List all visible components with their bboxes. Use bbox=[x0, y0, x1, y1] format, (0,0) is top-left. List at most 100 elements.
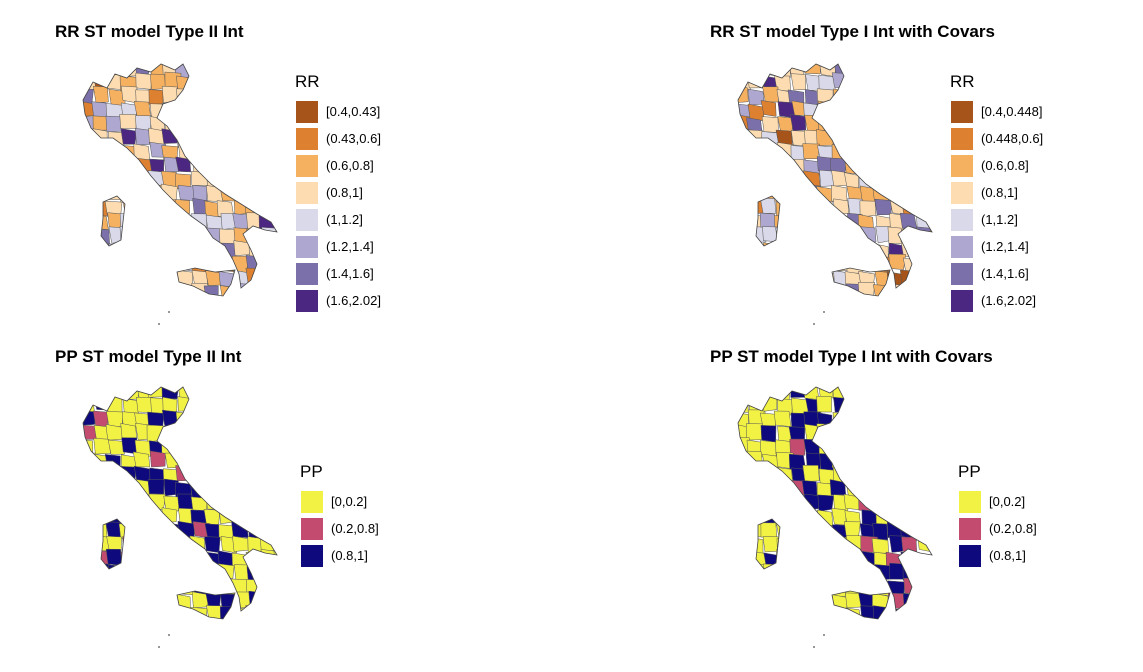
province-region bbox=[245, 551, 263, 568]
legend-title: RR bbox=[950, 72, 975, 91]
province-region bbox=[260, 437, 276, 453]
province-region bbox=[917, 145, 932, 162]
province-region bbox=[176, 439, 194, 457]
province-region bbox=[136, 271, 152, 288]
province-region bbox=[818, 387, 834, 399]
legend-swatch bbox=[295, 99, 319, 124]
province-region bbox=[134, 537, 151, 554]
province-region bbox=[787, 479, 805, 498]
legend-swatch bbox=[295, 288, 319, 313]
legend-item: (1.2,1.4] bbox=[950, 233, 1043, 260]
province-region bbox=[121, 284, 140, 296]
province-region bbox=[886, 131, 903, 149]
province-region bbox=[830, 425, 848, 442]
province-region bbox=[748, 255, 764, 273]
province-region bbox=[65, 256, 79, 273]
province-region bbox=[874, 481, 892, 498]
province-region bbox=[738, 270, 751, 288]
province-region bbox=[189, 74, 206, 92]
province-region bbox=[928, 580, 932, 596]
province-region bbox=[164, 213, 181, 230]
province-region bbox=[746, 72, 764, 89]
province-region bbox=[915, 256, 932, 274]
province-region bbox=[133, 607, 151, 619]
province-region bbox=[721, 200, 738, 216]
province-region bbox=[791, 240, 808, 258]
province-region bbox=[233, 240, 251, 256]
province-region bbox=[860, 155, 876, 173]
province-region bbox=[177, 184, 195, 201]
province-region bbox=[774, 493, 792, 509]
province-region bbox=[120, 622, 135, 637]
province-region bbox=[749, 480, 766, 499]
province-region bbox=[204, 158, 222, 176]
province-region bbox=[787, 577, 803, 595]
province-region bbox=[889, 465, 907, 483]
province-region bbox=[860, 144, 876, 162]
province-region bbox=[760, 522, 778, 538]
province-region bbox=[861, 412, 879, 430]
province-region bbox=[258, 604, 277, 619]
legend-item: [0.4,0.448] bbox=[950, 98, 1043, 125]
province-region bbox=[829, 479, 846, 496]
province-region bbox=[928, 521, 932, 538]
province-region bbox=[66, 160, 81, 176]
province-region bbox=[832, 622, 849, 639]
province-region bbox=[108, 622, 123, 639]
province-region bbox=[220, 298, 236, 314]
province-region bbox=[192, 396, 211, 413]
province-region bbox=[802, 566, 819, 583]
province-region bbox=[261, 510, 277, 527]
province-region bbox=[122, 536, 139, 552]
province-region bbox=[146, 424, 164, 443]
legend-item: (0.8,1] bbox=[300, 542, 379, 569]
province-region bbox=[261, 387, 277, 399]
province-region bbox=[903, 113, 920, 131]
province-region bbox=[204, 466, 221, 482]
province-region bbox=[83, 270, 95, 288]
province-region bbox=[900, 229, 917, 246]
province-region bbox=[132, 451, 151, 468]
province-region bbox=[65, 240, 82, 255]
province-region bbox=[120, 128, 137, 145]
province-region bbox=[93, 271, 109, 288]
province-region bbox=[873, 395, 889, 413]
province-region bbox=[775, 186, 793, 203]
province-region bbox=[234, 466, 251, 484]
province-region bbox=[189, 552, 207, 568]
province-region bbox=[65, 509, 81, 525]
province-region bbox=[91, 243, 109, 260]
province-region bbox=[191, 622, 205, 637]
province-region bbox=[819, 605, 837, 619]
province-region bbox=[874, 198, 892, 216]
province-region bbox=[92, 170, 110, 189]
province-region bbox=[902, 510, 919, 528]
coastline-outline bbox=[755, 195, 781, 247]
province-region bbox=[83, 395, 84, 413]
province-region bbox=[833, 396, 851, 414]
province-region bbox=[871, 538, 889, 554]
province-region bbox=[259, 467, 277, 485]
province-region bbox=[83, 228, 98, 246]
province-region bbox=[900, 64, 918, 75]
province-region bbox=[902, 619, 918, 634]
legend-swatch bbox=[950, 180, 974, 205]
province-region bbox=[871, 440, 889, 456]
province-region bbox=[276, 579, 277, 597]
province-region bbox=[66, 117, 82, 131]
province-region bbox=[107, 439, 125, 455]
province-region bbox=[276, 622, 291, 637]
province-region bbox=[106, 387, 125, 397]
province-region bbox=[92, 605, 109, 619]
province-region bbox=[93, 438, 111, 455]
province-region bbox=[151, 298, 168, 314]
province-region bbox=[872, 117, 888, 134]
province-region bbox=[720, 440, 735, 456]
province-region bbox=[928, 423, 932, 441]
province-region bbox=[816, 200, 833, 216]
province-region bbox=[176, 269, 193, 287]
province-region bbox=[899, 284, 917, 296]
province-region bbox=[178, 297, 194, 313]
province-region bbox=[845, 592, 862, 609]
province-region bbox=[761, 131, 779, 147]
